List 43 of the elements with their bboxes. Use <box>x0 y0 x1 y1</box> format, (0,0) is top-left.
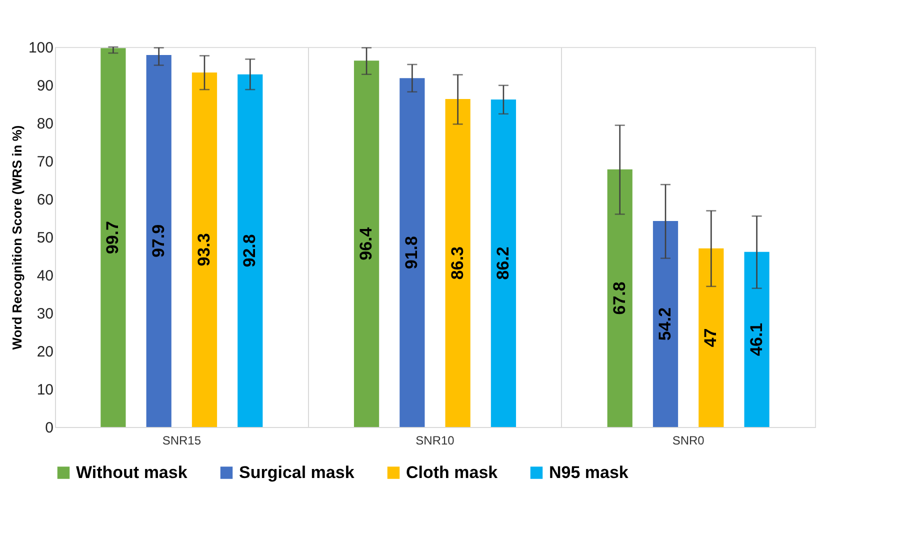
data-label: 91.8 <box>402 236 422 270</box>
x-tick-label: SNR15 <box>162 434 202 448</box>
y-tick-label: 60 <box>36 192 54 208</box>
bar <box>652 221 678 427</box>
data-label: 86.3 <box>448 246 467 280</box>
data-label: 92.8 <box>240 234 260 268</box>
legend-label: Without mask <box>76 462 188 482</box>
data-label: 99.7 <box>103 221 122 254</box>
y-tick-label: 80 <box>36 116 54 132</box>
data-label: 46.1 <box>746 322 766 356</box>
x-tick-label: SNR10 <box>416 434 455 448</box>
bar <box>744 252 770 427</box>
y-tick-label: 10 <box>36 382 54 398</box>
legend-label: Surgical mask <box>239 462 355 482</box>
data-label: 86.2 <box>493 246 512 280</box>
bar <box>192 72 218 427</box>
x-tick-label: SNR0 <box>672 434 705 448</box>
bar <box>238 74 263 427</box>
bar <box>146 54 172 427</box>
y-tick-label: 90 <box>36 78 54 94</box>
bar <box>400 78 425 427</box>
data-label: 97.9 <box>148 224 168 258</box>
y-tick-label: 0 <box>45 420 54 436</box>
y-axis-title: Word Recognition Score (WRS in %) <box>9 125 24 350</box>
bar <box>490 99 516 427</box>
data-label: 93.3 <box>194 233 214 266</box>
y-tick-label: 100 <box>28 40 54 56</box>
legend-label: N95 mask <box>549 462 629 482</box>
legend-label: Cloth mask <box>406 462 498 482</box>
bar <box>100 48 126 427</box>
bar <box>445 99 470 427</box>
data-label: 67.8 <box>610 282 629 315</box>
bar <box>607 169 632 427</box>
y-tick-label: 40 <box>36 268 54 284</box>
data-label: 47 <box>701 328 720 348</box>
bar <box>354 60 380 427</box>
y-tick-label: 30 <box>36 306 54 322</box>
y-tick-label: 20 <box>36 344 54 360</box>
data-label: 54.2 <box>656 307 675 341</box>
y-tick-label: 50 <box>36 230 54 246</box>
data-label: 96.4 <box>356 226 376 260</box>
bar <box>698 248 724 427</box>
y-tick-label: 70 <box>36 154 54 170</box>
